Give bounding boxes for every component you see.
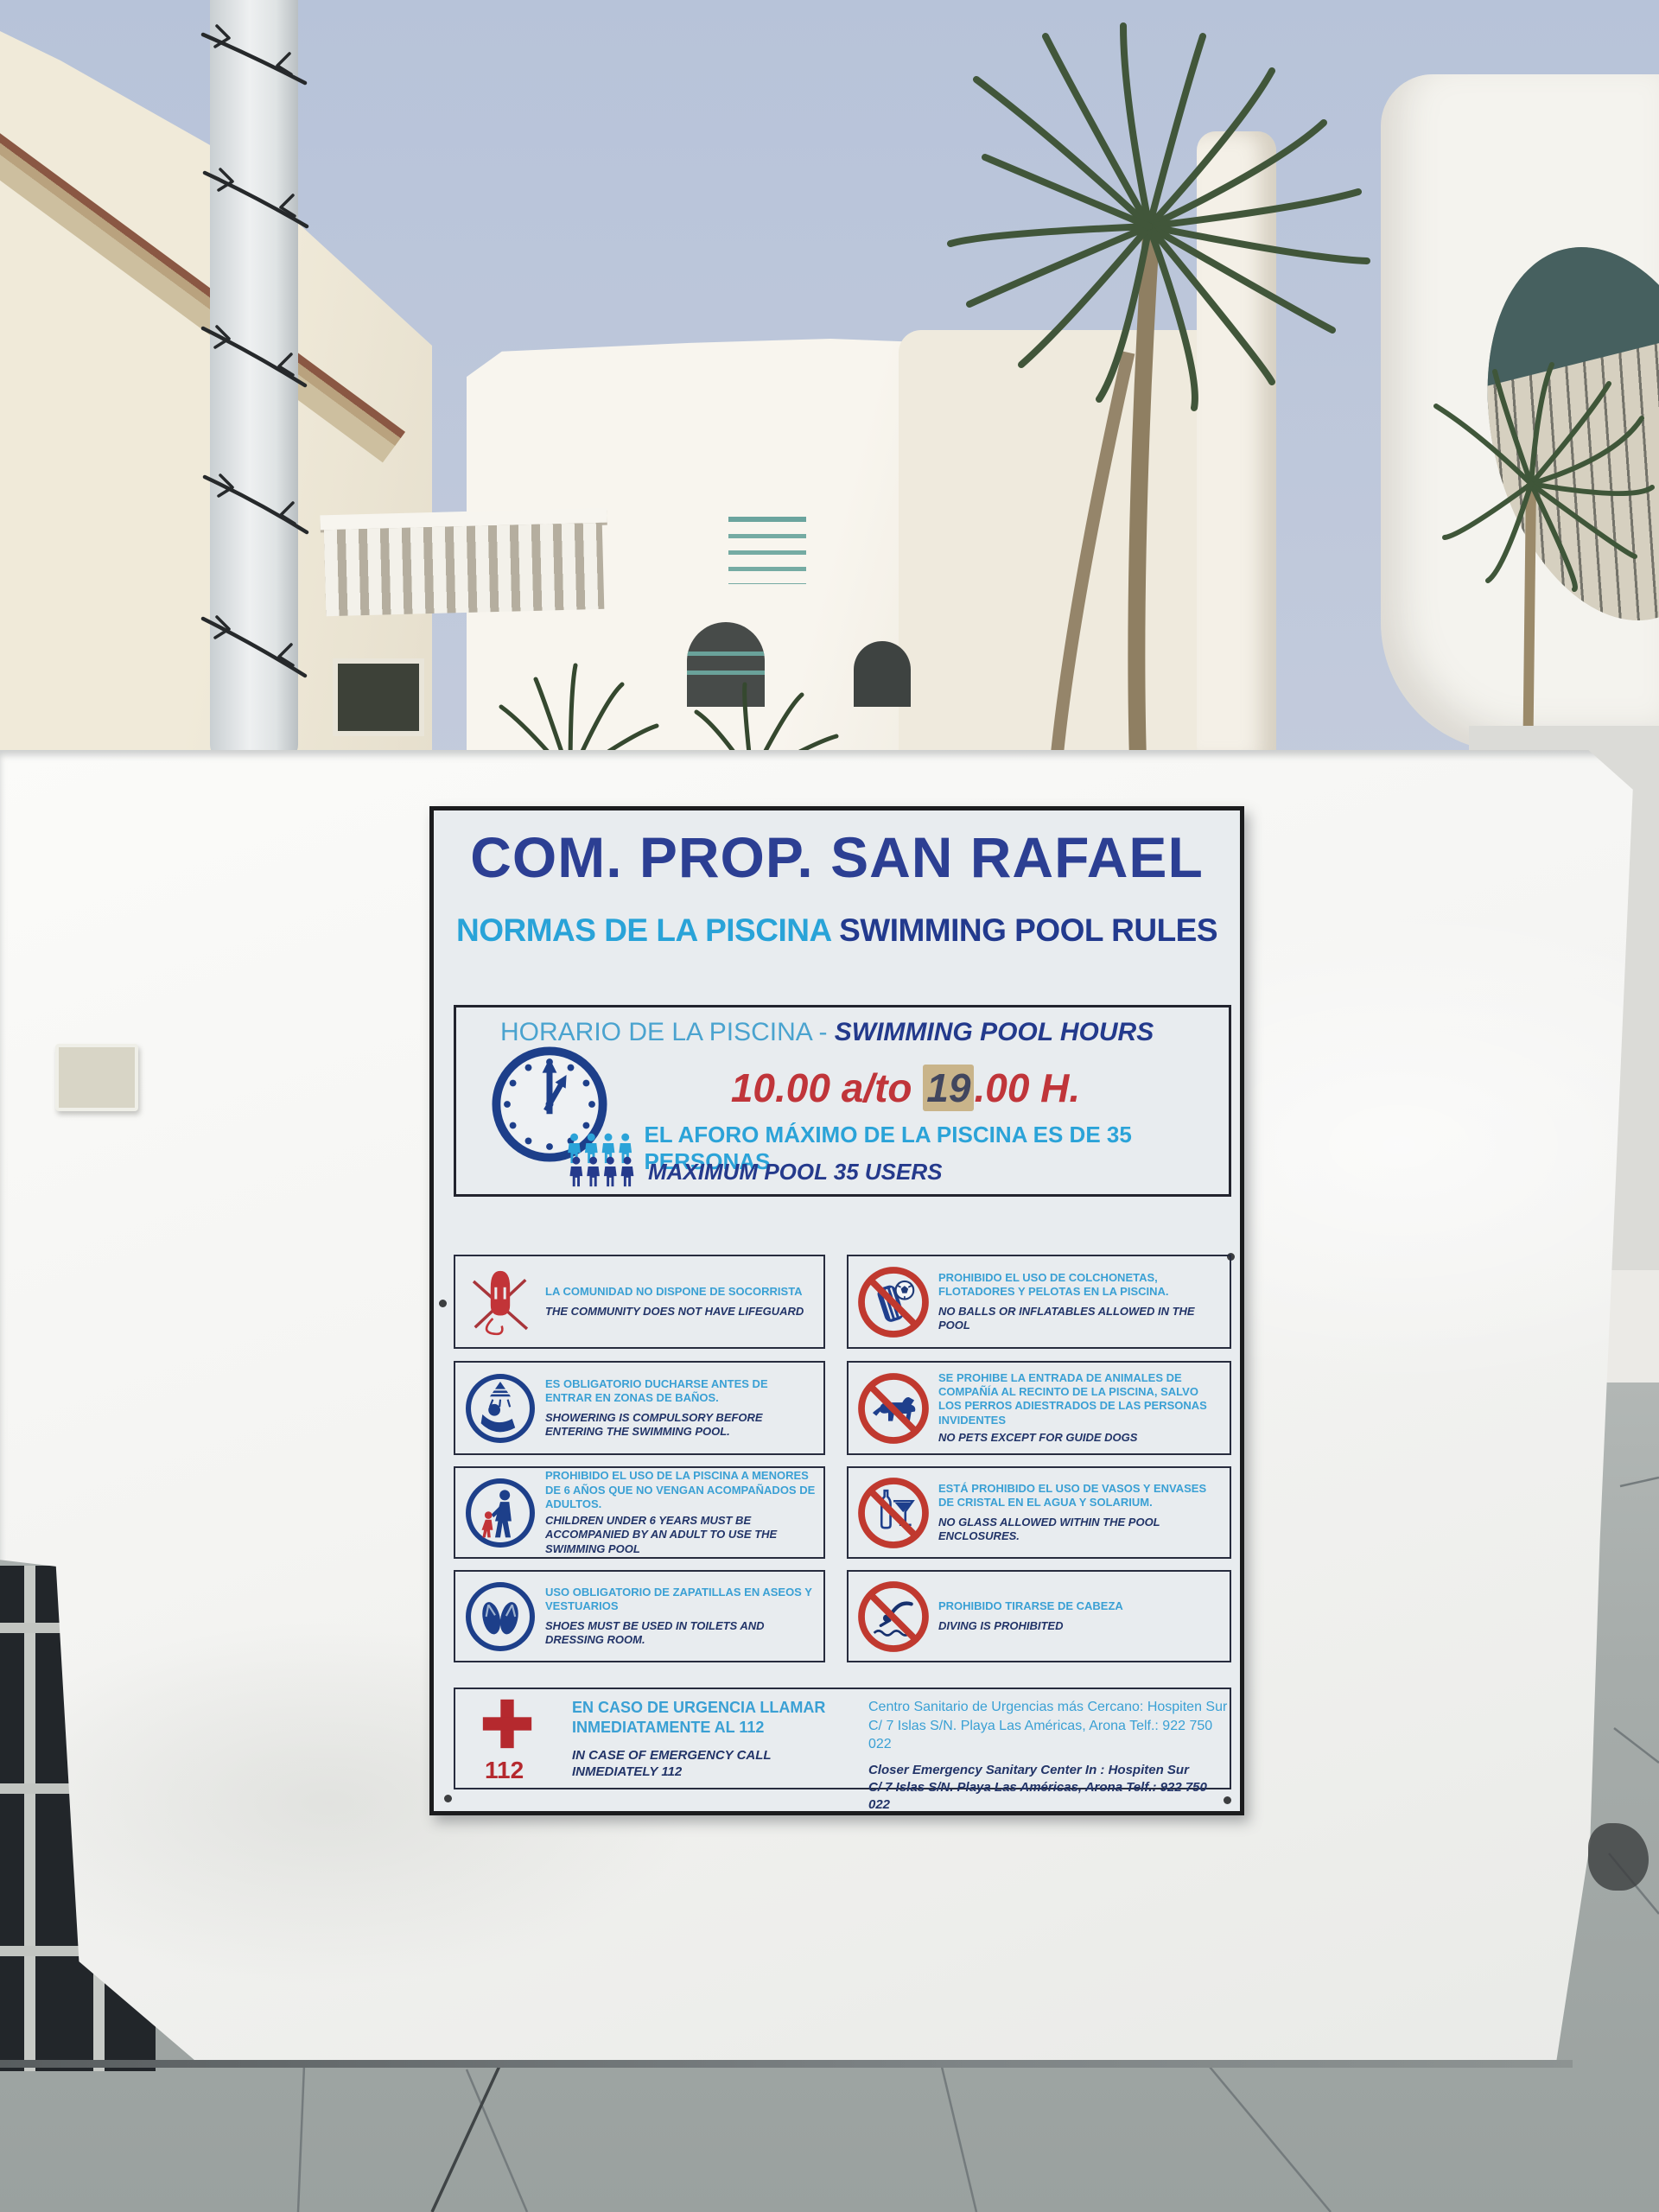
time-start: 10.00 [730, 1065, 842, 1110]
no-pets-icon [856, 1371, 931, 1446]
no-diving-icon [856, 1580, 931, 1654]
emergency-box: 112 EN CASO DE URGENCIA LLAMAR INMEDIATAM… [454, 1688, 1231, 1812]
rule-text-es: PROHIBIDO EL USO DE LA PISCINA A MENORES… [545, 1469, 816, 1510]
teal-railing [728, 517, 806, 584]
capacity-row-es: EL AFORO MÁXIMO DE LA PISCINA ES DE 35 P… [567, 1122, 1229, 1175]
rule-text-en: NO PETS EXCEPT FOR GUIDE DOGS [938, 1430, 1138, 1444]
capacity-text-es: EL AFORO MÁXIMO DE LA PISCINA ES DE 35 P… [644, 1122, 1132, 1174]
hours-heading-es: HORARIO DE LA PISCINA - [500, 1018, 835, 1046]
rule-text-en: CHILDREN UNDER 6 YEARS MUST BE ACCOMPANI… [545, 1514, 778, 1555]
rule-text-en: THE COMMUNITY DOES NOT HAVE LIFEGUARD [545, 1305, 804, 1318]
hours-heading: HORARIO DE LA PISCINA - SWIMMING POOL HO… [456, 1018, 1198, 1047]
rule-text-es: USO OBLIGATORIO DE ZAPATILLAS EN ASEOS Y… [545, 1585, 812, 1612]
time-end-rest: .00 H. [974, 1065, 1081, 1110]
capacity-row-en: MAXIMUM POOL 35 USERS [567, 1156, 942, 1187]
pool-hours-box: HORARIO DE LA PISCINA - SWIMMING POOL HO… [454, 1005, 1231, 1197]
screw-icon [1224, 1796, 1231, 1804]
rule-text-en: NO BALLS OR INFLATABLES ALLOWED IN THE P… [938, 1305, 1195, 1332]
rule-no-inflatables: PROHIBIDO EL USO DE COLCHONETAS, FLOTADO… [847, 1255, 1231, 1349]
flip-flops-icon [466, 1581, 535, 1651]
emergency-left-en-1: IN CASE OF EMERGENCY CALL [572, 1747, 772, 1763]
subtitle-es: NORMAS DE LA PISCINA [455, 912, 840, 948]
hours-heading-en: SWIMMING POOL HOURS [834, 1018, 1154, 1046]
right-building [1381, 74, 1659, 752]
emergency-right-text: Centro Sanitario de Urgencias más Cercan… [868, 1698, 1230, 1815]
rule-no-lifeguard: LA COMUNIDAD NO DISPONE DE SOCORRISTA TH… [454, 1255, 825, 1349]
screw-icon [439, 1300, 447, 1307]
emergency-left-es-2: INMEDIATAMENTE AL 112 [572, 1719, 765, 1737]
junction-box [55, 1044, 138, 1111]
rule-text-es: PROHIBIDO EL USO DE COLCHONETAS, FLOTADO… [938, 1270, 1169, 1298]
emergency-left-es-1: EN CASO DE URGENCIA LLAMAR [572, 1699, 826, 1716]
no-lifeguard-buoy-icon [472, 1270, 529, 1335]
arched-balcony-opening [687, 622, 765, 707]
screw-icon [444, 1795, 452, 1802]
rule-text-es: LA COMUNIDAD NO DISPONE DE SOCORRISTA [545, 1284, 803, 1298]
time-separator: a/to [841, 1065, 924, 1110]
emergency-left-en-2: INMEDIATELY 112 [572, 1764, 683, 1780]
no-glass-icon [856, 1476, 931, 1550]
emergency-left-text: EN CASO DE URGENCIA LLAMAR INMEDIATAMENTE… [572, 1698, 825, 1781]
rule-no-diving: PROHIBIDO TIRARSE DE CABEZA DIVING IS PR… [847, 1570, 1231, 1662]
rule-text-es: ESTÁ PROHIBIDO EL USO DE VASOS Y ENVASES… [938, 1481, 1207, 1509]
people-icons [569, 1156, 634, 1187]
rule-text-en: SHOES MUST BE USED IN TOILETS AND DRESSI… [545, 1619, 765, 1647]
rule-text-es: ES OBLIGATORIO DUCHARSE ANTES DE ENTRAR … [545, 1376, 768, 1404]
sign-title: COM. PROP. SAN RAFAEL [470, 825, 1204, 889]
rule-no-pets: SE PROHIBE LA ENTRADA DE ANIMALES DE COM… [847, 1361, 1231, 1455]
emergency-number: 112 [485, 1757, 524, 1783]
sign-subtitle: NORMAS DE LA PISCINA SWIMMING POOL RULES [434, 912, 1240, 949]
adult-child-icon [466, 1478, 535, 1548]
left-building-window [333, 658, 424, 736]
rule-text-en: NO GLASS ALLOWED WITHIN THE POOL ENCLOSU… [938, 1516, 1160, 1543]
emergency-right-es-1: Centro Sanitario de Urgencias más Cercan… [868, 1700, 1228, 1714]
rule-no-glass: ESTÁ PROHIBIDO EL USO DE VASOS Y ENVASES… [847, 1466, 1231, 1559]
rule-text-es: SE PROHIBE LA ENTRADA DE ANIMALES DE COM… [938, 1370, 1207, 1427]
pool-hours-time: 10.00 a/to 19.00 H. [603, 1065, 1208, 1111]
rule-children-supervision: PROHIBIDO EL USO DE LA PISCINA A MENORES… [454, 1466, 825, 1559]
wall-base-shadow [0, 2060, 1573, 2068]
rule-text-en: SHOWERING IS COMPULSORY BEFORE ENTERING … [545, 1411, 763, 1439]
red-cross-icon [482, 1699, 532, 1749]
wall-base-stain [1588, 1823, 1649, 1891]
subtitle-en: SWIMMING POOL RULES [839, 912, 1218, 948]
no-inflatables-icon [856, 1265, 931, 1339]
capacity-text-en: MAXIMUM POOL 35 USERS [648, 1158, 943, 1185]
emergency-right-en-2: C/ 7 Islas S/N. Playa Las Américas, Aron… [868, 1780, 1207, 1813]
emergency-right-en-1: Closer Emergency Sanitary Center In : Ho… [868, 1762, 1189, 1777]
white-pole [210, 0, 298, 760]
small-palm-icon [1433, 362, 1655, 778]
clock-icon [492, 1046, 607, 1162]
arched-window-opening [854, 641, 911, 707]
pool-rules-sign: COM. PROP. SAN RAFAEL NORMAS DE LA PISCI… [429, 806, 1244, 1815]
rule-shower-required: ES OBLIGATORIO DUCHARSE ANTES DE ENTRAR … [454, 1361, 825, 1455]
rule-text-es: PROHIBIDO TIRARSE DE CABEZA [938, 1599, 1123, 1612]
palm-tree-icon [947, 22, 1370, 786]
rule-text-en: DIVING IS PROHIBITED [938, 1619, 1064, 1632]
barbed-wire-icon [200, 24, 309, 678]
shower-icon [466, 1373, 535, 1443]
time-end-sticker: 19 [923, 1065, 975, 1111]
rule-footwear-required: USO OBLIGATORIO DE ZAPATILLAS EN ASEOS Y… [454, 1570, 825, 1662]
emergency-right-es-2: C/ 7 Islas S/N. Playa Las Américas, Aron… [868, 1718, 1213, 1752]
